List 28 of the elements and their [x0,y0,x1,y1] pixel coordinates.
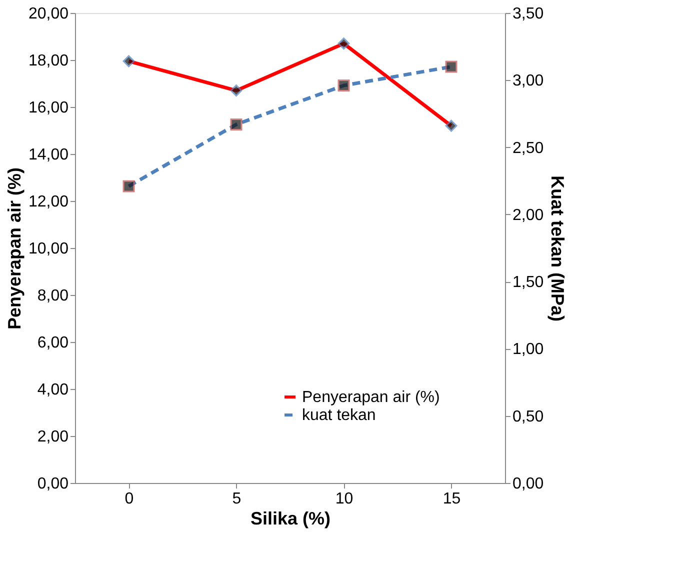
y-tick-label: 2,00 [37,428,69,446]
y-tick-label: 12,00 [28,194,69,210]
y2-tick-label: 3,00 [512,72,544,90]
y-tick-label: 20,00 [28,6,69,22]
y-tick-label: 14,00 [28,146,69,164]
y2-tick-label: 0,00 [512,476,544,492]
y2-tick-label: 0,50 [512,408,544,426]
y-tick-label: 18,00 [28,52,69,70]
x-tick-label: 5 [232,490,242,508]
x-tick-label: 10 [335,490,354,508]
y2-tick-label: 1,50 [512,274,544,292]
y-tick-label: 8,00 [37,288,69,304]
y2-tick-label: 2,50 [512,140,544,157]
y-tick-label: 16,00 [28,100,69,116]
legend-label: Penyerapan air (%) [302,389,440,406]
y2-tick-label: 1,00 [512,341,544,358]
x-tick-label: 0 [124,490,134,508]
y2-axis-title: Kuat tekan (MPa) [548,175,568,322]
y2-tick-label: 2,00 [512,206,544,224]
x-tick-label: 15 [442,490,461,508]
y-tick-label: 0,00 [37,476,69,492]
y-tick-label: 4,00 [37,382,69,398]
x-axis-title: Silika (%) [250,508,331,528]
legend-label: kuat tekan [302,407,376,424]
y-tick-label: 10,00 [28,240,69,258]
y2-tick-label: 3,50 [512,6,544,22]
y-axis-title: Penyerapan air (%) [4,167,24,330]
y-tick-label: 6,00 [37,334,69,352]
